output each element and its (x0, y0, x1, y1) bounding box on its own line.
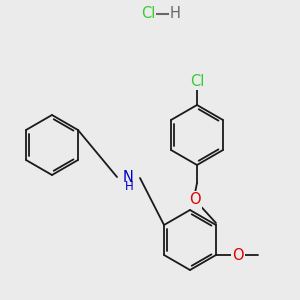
Text: N: N (123, 170, 134, 185)
Text: H: H (169, 7, 180, 22)
Text: O: O (189, 193, 201, 208)
Text: H: H (124, 181, 134, 194)
Text: Cl: Cl (190, 74, 204, 88)
Text: O: O (232, 248, 244, 262)
Text: Cl: Cl (141, 7, 155, 22)
